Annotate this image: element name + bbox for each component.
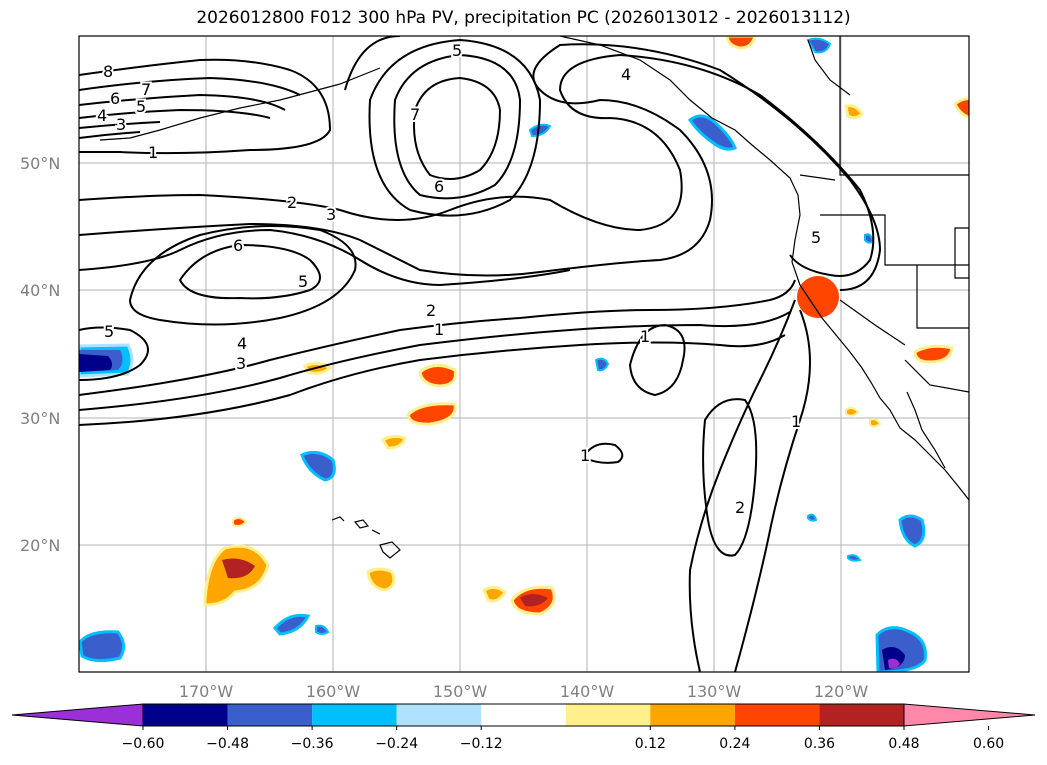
contour-label: 6 <box>233 236 243 255</box>
contour-label: 5 <box>452 41 462 60</box>
hawaiian-islands <box>331 516 401 559</box>
colorbar-tick-label: 0.24 <box>719 736 750 752</box>
contour-label: 1 <box>580 446 590 465</box>
coastlines <box>99 36 969 501</box>
contour-label: 8 <box>103 62 113 81</box>
contour-label: 1 <box>640 327 650 346</box>
precip-positive-shading <box>203 36 969 616</box>
contour-label: 2 <box>426 301 436 320</box>
lon-label: 120°W <box>814 682 869 701</box>
colorbar-tick-label: −0.60 <box>122 736 165 752</box>
colorbar-extend-min <box>11 703 144 727</box>
contour-label: 6 <box>110 89 120 108</box>
contour-label: 7 <box>410 105 420 124</box>
colorbar-bin <box>312 704 397 726</box>
map-title: 2026012800 F012 300 hPa PV, precipitatio… <box>196 8 851 28</box>
colorbar-tick-label: 0.36 <box>804 736 835 752</box>
pv-contours <box>79 36 882 672</box>
contour-label: 7 <box>141 80 151 99</box>
lon-label: 170°W <box>179 682 234 701</box>
lat-label: 50°N <box>20 154 60 173</box>
contour-label: 4 <box>97 106 107 125</box>
colorbar: −0.60 −0.48 −0.36 −0.24 −0.12 0.12 0.24 0.36 0.4… <box>11 703 1036 752</box>
colorbar-bin <box>734 704 820 726</box>
colorbar-tick-label: 0.60 <box>973 736 1004 752</box>
colorbar-tick-label: 0.12 <box>635 736 666 752</box>
precip-negative-shading <box>79 37 927 672</box>
contour-label: 4 <box>621 65 631 84</box>
contour-label: 1 <box>434 320 444 339</box>
map-border <box>78 35 970 673</box>
lat-label: 30°N <box>20 409 60 428</box>
contour-label: 3 <box>236 354 246 373</box>
contour-label: 2 <box>735 498 745 517</box>
lat-label: 20°N <box>20 536 60 555</box>
lon-label: 160°W <box>306 682 361 701</box>
colorbar-outline <box>142 703 905 727</box>
colorbar-extend-max <box>903 703 1036 727</box>
pv-contour-labels: 8 7 6 5 4 3 1 2 3 6 5 5 4 3 2 1 7 6 5 4 … <box>95 39 823 519</box>
contour-label: 5 <box>136 97 146 116</box>
colorbar-tick-label: −0.24 <box>375 736 418 752</box>
colorbar-tick-label: −0.36 <box>291 736 334 752</box>
colorbar-bin <box>143 704 228 726</box>
colorbar-bin <box>819 704 904 726</box>
contour-label: 3 <box>326 205 336 224</box>
contour-label: 1 <box>791 412 801 431</box>
contour-label: 4 <box>237 334 247 353</box>
contour-label: 5 <box>811 228 821 247</box>
colorbar-tick-label: −0.12 <box>460 736 503 752</box>
contour-label: 2 <box>287 193 297 212</box>
latitude-labels: 50°N 40°N 30°N 20°N <box>20 154 60 555</box>
lat-label: 40°N <box>20 281 60 300</box>
contour-label: 5 <box>104 322 114 341</box>
colorbar-tick-label: 0.48 <box>888 736 919 752</box>
colorbar-bin <box>481 704 566 726</box>
colorbar-bin <box>396 704 482 726</box>
colorbar-bin <box>650 704 735 726</box>
colorbar-tick-label: −0.48 <box>206 736 249 752</box>
colorbar-bin <box>227 704 313 726</box>
contour-label: 1 <box>148 143 158 162</box>
contour-label: 5 <box>298 272 308 291</box>
contour-label: 6 <box>434 177 444 196</box>
lon-label: 130°W <box>687 682 742 701</box>
lon-label: 140°W <box>560 682 615 701</box>
contour-label: 3 <box>116 115 126 134</box>
lon-label: 150°W <box>433 682 488 701</box>
colorbar-bin <box>565 704 651 726</box>
longitude-labels: 170°W 160°W 150°W 140°W 130°W 120°W <box>179 682 869 701</box>
